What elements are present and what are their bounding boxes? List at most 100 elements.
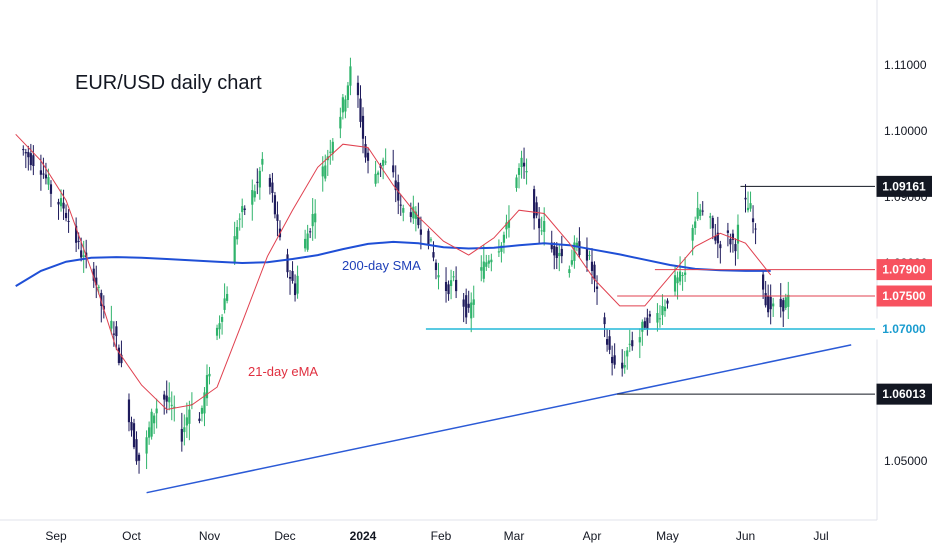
candle-body <box>729 238 732 245</box>
candle-body <box>432 252 435 258</box>
price-badge-label: 1.06013 <box>882 387 926 401</box>
candle-body <box>666 300 669 304</box>
candle-body <box>507 220 511 228</box>
candle-body <box>276 214 279 221</box>
candle-body <box>127 399 131 423</box>
x-tick-label: Jul <box>813 529 828 543</box>
candle-body <box>394 180 397 191</box>
candle-body <box>606 339 609 345</box>
candle-body <box>472 299 475 305</box>
candle-body <box>273 195 277 215</box>
candle-body <box>288 277 292 279</box>
price-badge <box>876 175 932 197</box>
price-badge <box>876 318 932 340</box>
candle-body <box>595 286 599 289</box>
candle-body <box>560 248 563 257</box>
candle-body <box>251 190 254 205</box>
x-tick-label: Jun <box>736 529 755 543</box>
candle-body <box>409 212 412 217</box>
candle-body <box>185 417 188 426</box>
candle-body <box>487 260 490 264</box>
candle-body <box>120 354 123 364</box>
candle-body <box>699 209 702 216</box>
candle-body <box>132 423 136 448</box>
candle-body <box>769 296 772 310</box>
candle-body <box>271 182 274 193</box>
candle-body <box>145 437 148 454</box>
candle-body <box>130 421 133 431</box>
candle-body <box>356 82 360 96</box>
x-tick-label: Nov <box>199 529 220 543</box>
candle-body <box>286 254 289 273</box>
x-tick-label: May <box>656 529 679 543</box>
price-badge <box>876 285 932 307</box>
candle-body <box>502 234 506 243</box>
candle-body <box>168 397 171 403</box>
candle-body <box>346 85 350 100</box>
candle-body <box>304 238 307 249</box>
candle-body <box>200 407 204 414</box>
candle-body <box>505 222 508 230</box>
candle-body <box>42 173 45 175</box>
candle-body <box>515 177 518 188</box>
x-tick-label: Dec <box>274 529 295 543</box>
candle-body <box>344 99 347 112</box>
sma-annotation: 200-day SMA <box>342 258 421 273</box>
candle-body <box>764 293 767 306</box>
candle-body <box>150 411 153 437</box>
candle-body <box>205 375 209 399</box>
candle-body <box>359 98 362 122</box>
candle-body <box>696 207 699 219</box>
candle-body <box>787 294 790 307</box>
candle-body <box>306 233 309 250</box>
candle-body <box>82 255 85 257</box>
ema-21-line <box>15 133 772 411</box>
candle-body <box>719 244 722 249</box>
x-tick-label: Oct <box>122 529 141 543</box>
price-badge <box>876 383 932 405</box>
x-tick-label: Sep <box>45 529 67 543</box>
candle-body <box>608 336 611 350</box>
candle-body <box>658 318 662 320</box>
candle-body <box>681 274 684 277</box>
candle-body <box>490 259 493 263</box>
candle-body <box>188 409 191 424</box>
candle-body <box>646 317 649 330</box>
x-tick-label: Apr <box>583 529 602 543</box>
candle-body <box>538 218 541 229</box>
candle-body <box>258 170 261 188</box>
candle-body <box>568 269 571 274</box>
candle-body <box>588 254 591 256</box>
candle-body <box>39 170 43 175</box>
candle-body <box>701 210 704 212</box>
candle-body <box>500 245 503 252</box>
candle-body <box>482 261 485 279</box>
candle-body <box>731 233 735 240</box>
candle-body <box>384 161 387 163</box>
candle-body <box>772 303 775 307</box>
candle-body <box>744 197 747 200</box>
candle-body <box>261 158 264 165</box>
candle-body <box>339 116 342 129</box>
candle-body <box>67 220 70 222</box>
candle-body <box>97 286 100 288</box>
price-badge-label: 1.07500 <box>882 289 926 303</box>
candle-body <box>754 228 757 230</box>
candle-body <box>137 454 141 461</box>
candle-body <box>558 252 561 257</box>
y-tick-label: 1.05000 <box>884 454 928 468</box>
candle-body <box>749 203 752 209</box>
candle-body <box>661 306 664 316</box>
candle-body <box>165 395 168 402</box>
candle-body <box>779 298 782 308</box>
candle-body <box>236 227 239 240</box>
candle-body <box>100 292 103 307</box>
x-tick-label: 2024 <box>350 529 377 543</box>
candle-body <box>553 245 556 256</box>
candle-body <box>533 189 536 219</box>
candle-body <box>455 279 458 292</box>
candle-body <box>716 232 719 244</box>
candle-body <box>711 217 714 229</box>
candle-body <box>117 347 121 364</box>
candle-body <box>77 240 80 242</box>
